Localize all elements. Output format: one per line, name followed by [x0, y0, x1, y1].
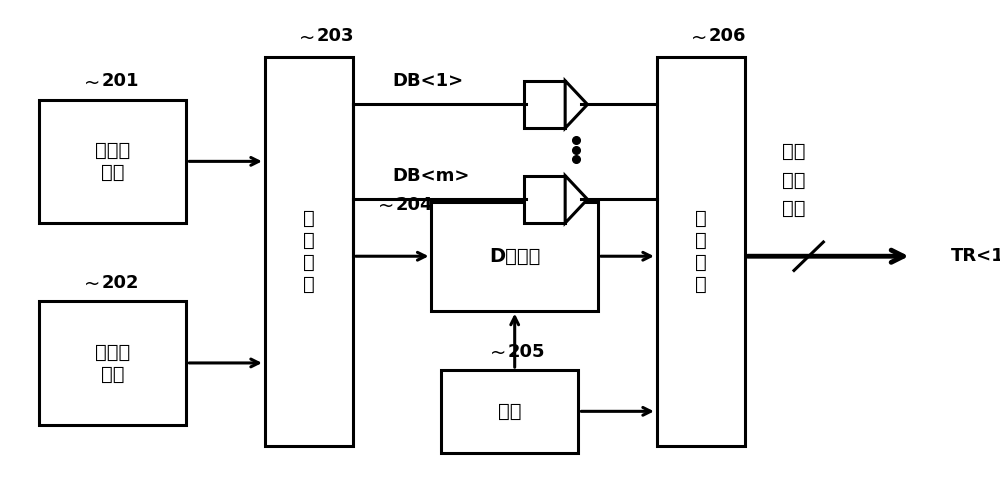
Bar: [39, 301, 186, 424]
Bar: [524, 176, 565, 223]
Text: ~: ~: [378, 197, 394, 216]
Bar: [265, 57, 353, 446]
Text: 203: 203: [317, 27, 354, 45]
Text: 真随: 真随: [782, 142, 806, 161]
Text: 205: 205: [508, 343, 545, 361]
Text: TR<1:k>: TR<1:k>: [951, 247, 1000, 265]
Bar: [39, 100, 186, 223]
Text: ~: ~: [691, 29, 707, 47]
Bar: [441, 370, 578, 453]
Text: D触发器: D触发器: [489, 247, 540, 266]
Text: 206: 206: [709, 27, 746, 45]
Text: 异
或
逻
辑: 异 或 逻 辑: [303, 209, 315, 294]
Text: 204: 204: [395, 196, 433, 213]
Text: ~: ~: [490, 344, 507, 363]
Text: 慢速振
荡器: 慢速振 荡器: [95, 343, 131, 383]
Text: 时钟: 时钟: [498, 402, 522, 421]
Text: ~: ~: [84, 275, 100, 294]
Polygon shape: [565, 81, 587, 128]
Polygon shape: [565, 176, 587, 223]
Text: 译
码
单
元: 译 码 单 元: [695, 209, 707, 294]
Text: ~: ~: [299, 29, 315, 47]
Text: 快速振
荡器: 快速振 荡器: [95, 141, 131, 182]
Text: 序列: 序列: [782, 199, 806, 218]
Text: 机数: 机数: [782, 171, 806, 190]
Bar: [431, 202, 598, 311]
Text: 202: 202: [101, 274, 139, 292]
Bar: [524, 81, 565, 128]
Text: DB<m>: DB<m>: [392, 166, 470, 184]
Bar: [657, 57, 745, 446]
Text: ~: ~: [84, 74, 100, 92]
Text: 201: 201: [101, 72, 139, 90]
Text: DB<1>: DB<1>: [392, 72, 463, 90]
